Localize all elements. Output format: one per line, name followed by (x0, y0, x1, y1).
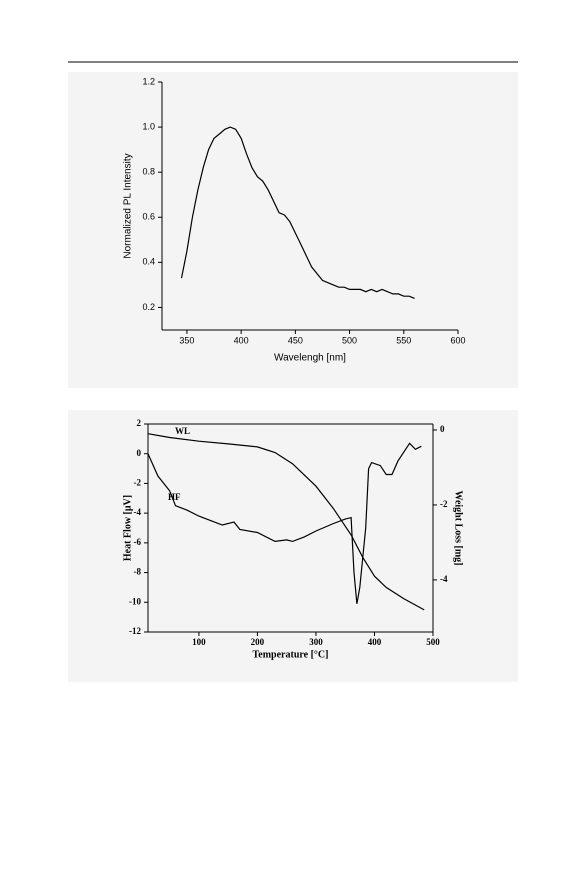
y-tick-label: 1.2 (142, 76, 155, 86)
y-tick-label: 1.0 (142, 121, 155, 131)
x-tick-label: 400 (234, 335, 249, 345)
x-tick-label: 300 (309, 637, 323, 647)
figure-background (68, 72, 518, 388)
figure-pl: 350 400 450 500 550 600 0.2 0.4 0.6 0.8 1.0 1.2 Wave… (123, 76, 466, 363)
y2-axis-label: Weight Loss [mg] (453, 491, 464, 566)
y-tick-label: -8 (134, 567, 142, 577)
x-tick-label: 500 (342, 335, 357, 345)
x-axis-label: Wavelengh [nm] (274, 353, 346, 364)
data-line (147, 433, 425, 611)
y-tick-label: -12 (129, 626, 141, 636)
y-tick-label: 0.4 (142, 257, 155, 267)
x-tick-label: 350 (179, 335, 194, 345)
y2-tick-label: -2 (440, 499, 448, 509)
y-tick-label: -6 (134, 537, 142, 547)
y-tick-label: 0.8 (142, 167, 155, 177)
x-tick-label: 500 (426, 637, 440, 647)
y-tick-label: 0.6 (142, 212, 155, 222)
y2-tick-label: -4 (440, 574, 448, 584)
x-tick-label: 600 (450, 335, 465, 345)
y-axis-label: Heat Flow [μV] (122, 495, 133, 561)
y-tick-label: 0 (137, 448, 142, 458)
y-tick-label: 2 (137, 418, 142, 428)
figure-background (68, 410, 518, 682)
x-tick-label: 100 (192, 637, 206, 647)
y-axis-label: Normalized PL Intensity (123, 153, 134, 258)
x-tick-label: 550 (396, 335, 411, 345)
y2-tick-label: 0 (440, 424, 445, 434)
y-tick-label: -10 (129, 596, 141, 606)
data-line (147, 442, 422, 604)
y-tick-label: 0.2 (142, 302, 155, 312)
series-label: WL (175, 426, 190, 436)
x-tick-label: 450 (288, 335, 303, 345)
series-label: HF (168, 492, 181, 502)
data-line (180, 126, 415, 299)
x-tick-label: 400 (368, 637, 382, 647)
y-tick-label: -2 (134, 477, 142, 487)
x-axis-label: Temperature [°C] (253, 649, 329, 660)
y-tick-label: -4 (134, 507, 142, 517)
figure-tga: 100 200 300 400 500 -12 -10 -8 -6 -4 -2 0 2 -4 -2 0 Temp… (122, 418, 463, 660)
x-tick-label: 200 (251, 637, 265, 647)
